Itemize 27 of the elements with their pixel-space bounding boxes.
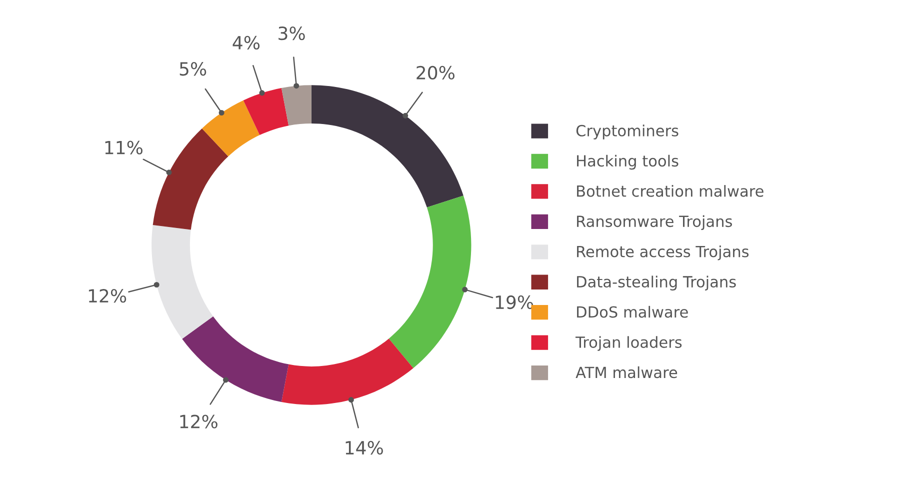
donut-slice <box>243 88 289 136</box>
legend-label: Hacking tools <box>577 154 678 170</box>
legend-label: Trojan loaders <box>576 336 682 351</box>
data-label: 3% <box>278 26 305 40</box>
donut-slice <box>182 316 289 402</box>
legend-label: Botnet creation malware <box>577 185 764 197</box>
legend-label: DDoS malware <box>577 306 688 318</box>
data-label: 12% <box>88 289 126 303</box>
legend-label: Remote access Trojans <box>577 245 749 260</box>
legend-label: Data-stealing Trojans <box>577 276 736 290</box>
donut-slice <box>281 85 312 126</box>
data-label: 5% <box>180 62 206 76</box>
donut-slice <box>311 85 464 208</box>
data-label: 11% <box>105 140 142 154</box>
donut-slice <box>152 224 214 339</box>
data-label: 14% <box>346 440 383 455</box>
data-label: 4% <box>232 36 260 50</box>
data-label: 19% <box>496 295 534 310</box>
donut-slice <box>152 128 228 230</box>
legend-label: ATM malware <box>576 366 678 378</box>
donut-slice <box>202 100 260 156</box>
donut-slice <box>281 338 414 405</box>
data-label: 12% <box>180 414 218 428</box>
data-label: 20% <box>416 66 454 80</box>
legend-label: Cryptominers <box>576 124 678 140</box>
legend-label: Ransomware Trojans <box>577 215 732 230</box>
donut-slice <box>388 196 472 368</box>
